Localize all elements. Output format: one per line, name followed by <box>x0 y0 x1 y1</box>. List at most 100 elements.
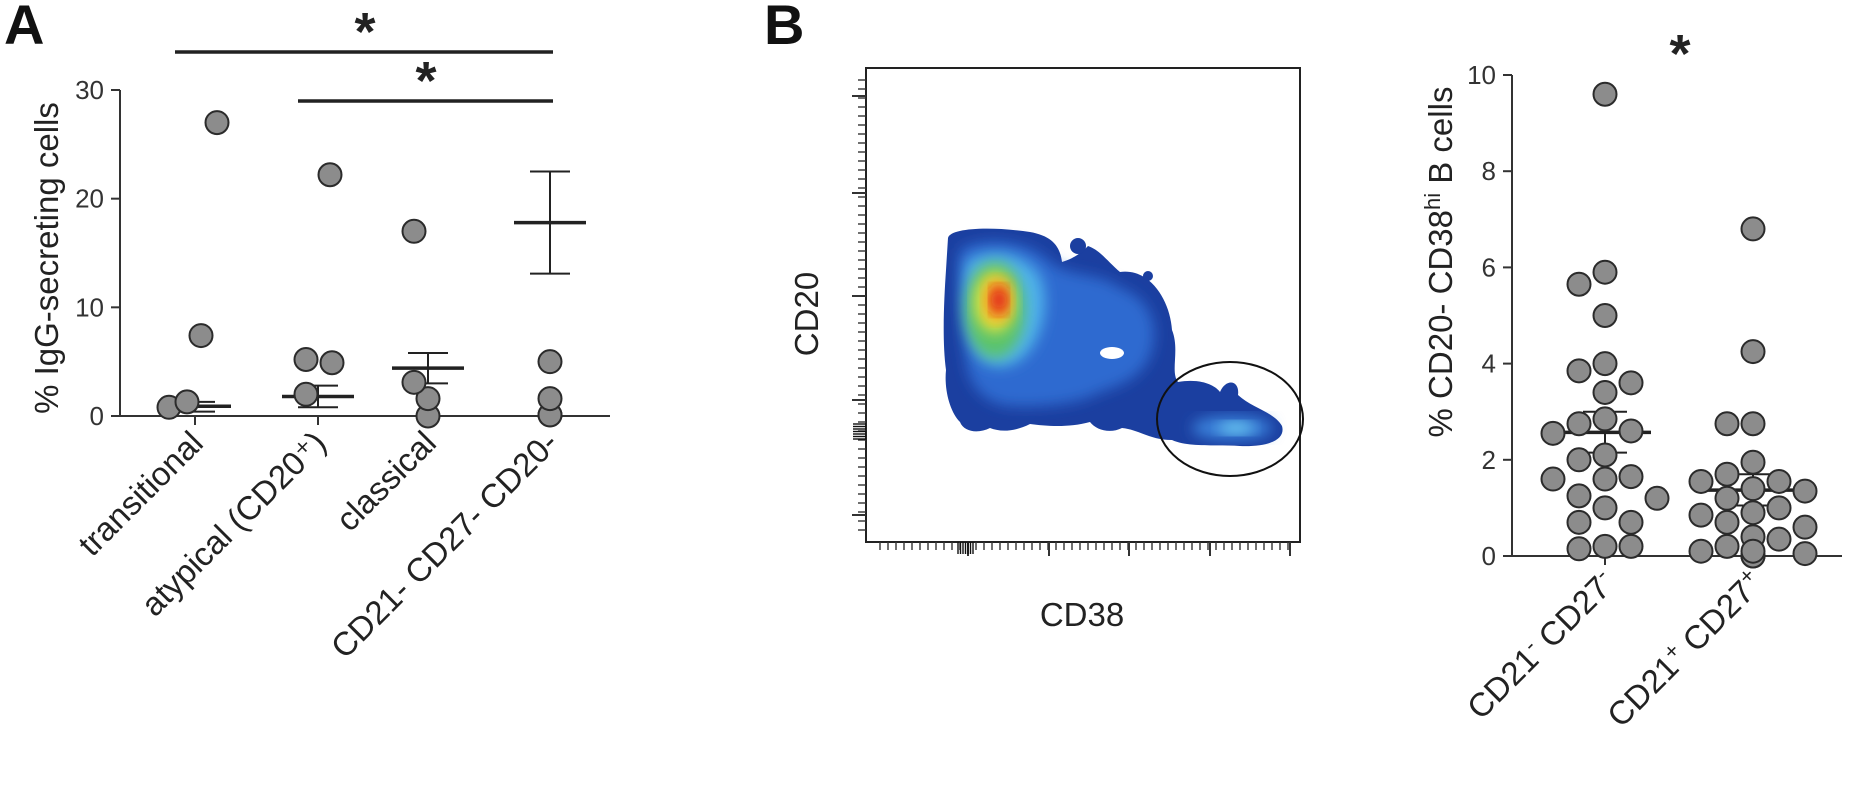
panel-b-data-point <box>1740 500 1766 526</box>
panel-b-data-point <box>1740 476 1766 502</box>
panel-b-data-point <box>1592 466 1618 492</box>
flow-y-axis-ticks <box>852 79 866 531</box>
panel-b-data-point <box>1740 449 1766 475</box>
density-island-2 <box>1143 271 1153 281</box>
panel-b-points <box>1540 81 1818 569</box>
panel-b-data-point <box>1688 538 1714 564</box>
panel-b-data-point <box>1688 468 1714 494</box>
panel-b-data-point <box>1766 495 1792 521</box>
panel-a-axes <box>119 90 610 425</box>
panel-a-data-point <box>537 386 563 412</box>
panel-letter-b: B <box>764 0 804 56</box>
panel-a-y-tick-label: 10 <box>75 292 104 322</box>
panel-b-data-point <box>1714 533 1740 559</box>
panel-b-category-mid: CD27 <box>1524 569 1616 661</box>
panel-b-data-point <box>1540 466 1566 492</box>
panel-b-data-point <box>1566 411 1592 437</box>
flow-x-axis-label: CD38 <box>1040 596 1124 633</box>
panel-b-data-point <box>1566 271 1592 297</box>
panel-a-significance-star: * <box>354 2 375 62</box>
panel-b-data-point <box>1592 379 1618 405</box>
panel-b-data-point <box>1618 370 1644 396</box>
panel-b-data-point <box>1740 538 1766 564</box>
density-red <box>991 287 1007 313</box>
panel-a-category-label: CD21- CD27- CD20- <box>324 424 565 665</box>
panel-b-data-point <box>1592 259 1618 285</box>
panel-b-y-label-main: % CD20- CD38 <box>1422 210 1459 437</box>
panel-a-data-point <box>293 381 319 407</box>
panel-b-scatter-chart: 0 2 4 6 8 10 * CD21- CD27-CD21+ CD27+ % CD20-… <box>1420 24 1842 734</box>
panel-b-data-point <box>1566 483 1592 509</box>
panel-a-data-point <box>537 349 563 375</box>
panel-a-data-point <box>317 162 343 188</box>
panel-b-data-point <box>1592 533 1618 559</box>
panel-b-y-axis-label: % CD20- CD38hi B cells <box>1420 87 1459 438</box>
panel-a-data-point <box>401 218 427 244</box>
panel-b-y-tick-label: 10 <box>1467 60 1496 90</box>
panel-b-data-point <box>1592 351 1618 377</box>
panel-a-significance: ** <box>175 2 553 111</box>
panel-b-data-point <box>1792 541 1818 567</box>
panel-a-error-bars <box>159 170 586 413</box>
panel-b-data-point <box>1618 533 1644 559</box>
panel-b-data-point <box>1592 406 1618 432</box>
panel-b-data-point <box>1740 411 1766 437</box>
panel-b-y-tick-label: 2 <box>1482 445 1496 475</box>
panel-b-data-point <box>1714 485 1740 511</box>
panel-b-data-point <box>1792 478 1818 504</box>
panel-b-y-tick-label: 6 <box>1482 252 1496 282</box>
panel-b-category-labels: CD21- CD27-CD21+ CD27+ <box>1460 562 1770 734</box>
panel-b-data-point <box>1792 514 1818 540</box>
panel-a-y-tick-label: 30 <box>75 75 104 105</box>
panel-b-y-label-tail: B cells <box>1422 87 1459 193</box>
panel-b-data-point <box>1714 461 1740 487</box>
panel-a-y-tick-label: 0 <box>90 401 104 431</box>
panel-a-data-point <box>174 389 200 415</box>
panel-b-category-mid: CD27 <box>1669 573 1761 665</box>
panel-b-data-point <box>1592 81 1618 107</box>
panel-b-data-point <box>1618 418 1644 444</box>
panel-letter-a: A <box>4 0 44 56</box>
panel-b-data-point <box>1714 509 1740 535</box>
flow-density <box>943 228 1283 447</box>
panel-a-data-point <box>188 323 214 349</box>
panel-b-y-tick-label: 4 <box>1482 349 1496 379</box>
panel-a-data-point <box>415 386 441 412</box>
panel-a-y-axis-label: % IgG-secreting cells <box>28 102 65 414</box>
panel-b-data-point <box>1740 216 1766 242</box>
panel-a-category-label: classical <box>329 424 443 538</box>
panel-b-flow-plot: CD38 CD20 <box>788 67 1304 633</box>
panel-a-significance-star: * <box>415 51 436 111</box>
panel-a-data-point <box>401 369 427 395</box>
panel-a-data-point <box>293 346 319 372</box>
panel-b-data-point <box>1592 303 1618 328</box>
panel-b-y-ticks: 0 2 4 6 8 10 <box>1467 60 1512 571</box>
panel-b-data-point <box>1714 411 1740 437</box>
panel-b-data-point <box>1766 468 1792 494</box>
panel-b-data-point <box>1740 339 1766 365</box>
panel-b-y-label-sup: hi <box>1420 193 1445 210</box>
flow-x-axis-ticks <box>879 542 1291 556</box>
panel-b-significance: * <box>1669 24 1690 84</box>
panel-a-data-point <box>204 110 230 136</box>
panel-b-data-point <box>1592 442 1618 468</box>
panel-b-data-point <box>1566 447 1592 473</box>
panel-b-data-point <box>1566 536 1592 562</box>
panel-a-data-point <box>319 350 345 376</box>
panel-b-data-point <box>1766 526 1792 552</box>
panel-b-data-point <box>1540 420 1566 446</box>
panel-b-data-point <box>1566 509 1592 535</box>
panel-b-data-point <box>1618 464 1644 490</box>
panel-b-category-label: CD21+ CD27+ <box>1598 562 1770 734</box>
density-gated-core <box>1218 422 1254 434</box>
panel-a-y-ticks: 0 10 20 30 <box>75 75 120 431</box>
panel-a-points <box>156 110 563 429</box>
panel-a-y-tick-label: 20 <box>75 184 104 214</box>
panel-b-data-point <box>1618 509 1644 535</box>
flow-y-axis-label: CD20 <box>788 272 825 356</box>
panel-b-data-point <box>1688 502 1714 528</box>
density-island <box>1070 238 1086 254</box>
